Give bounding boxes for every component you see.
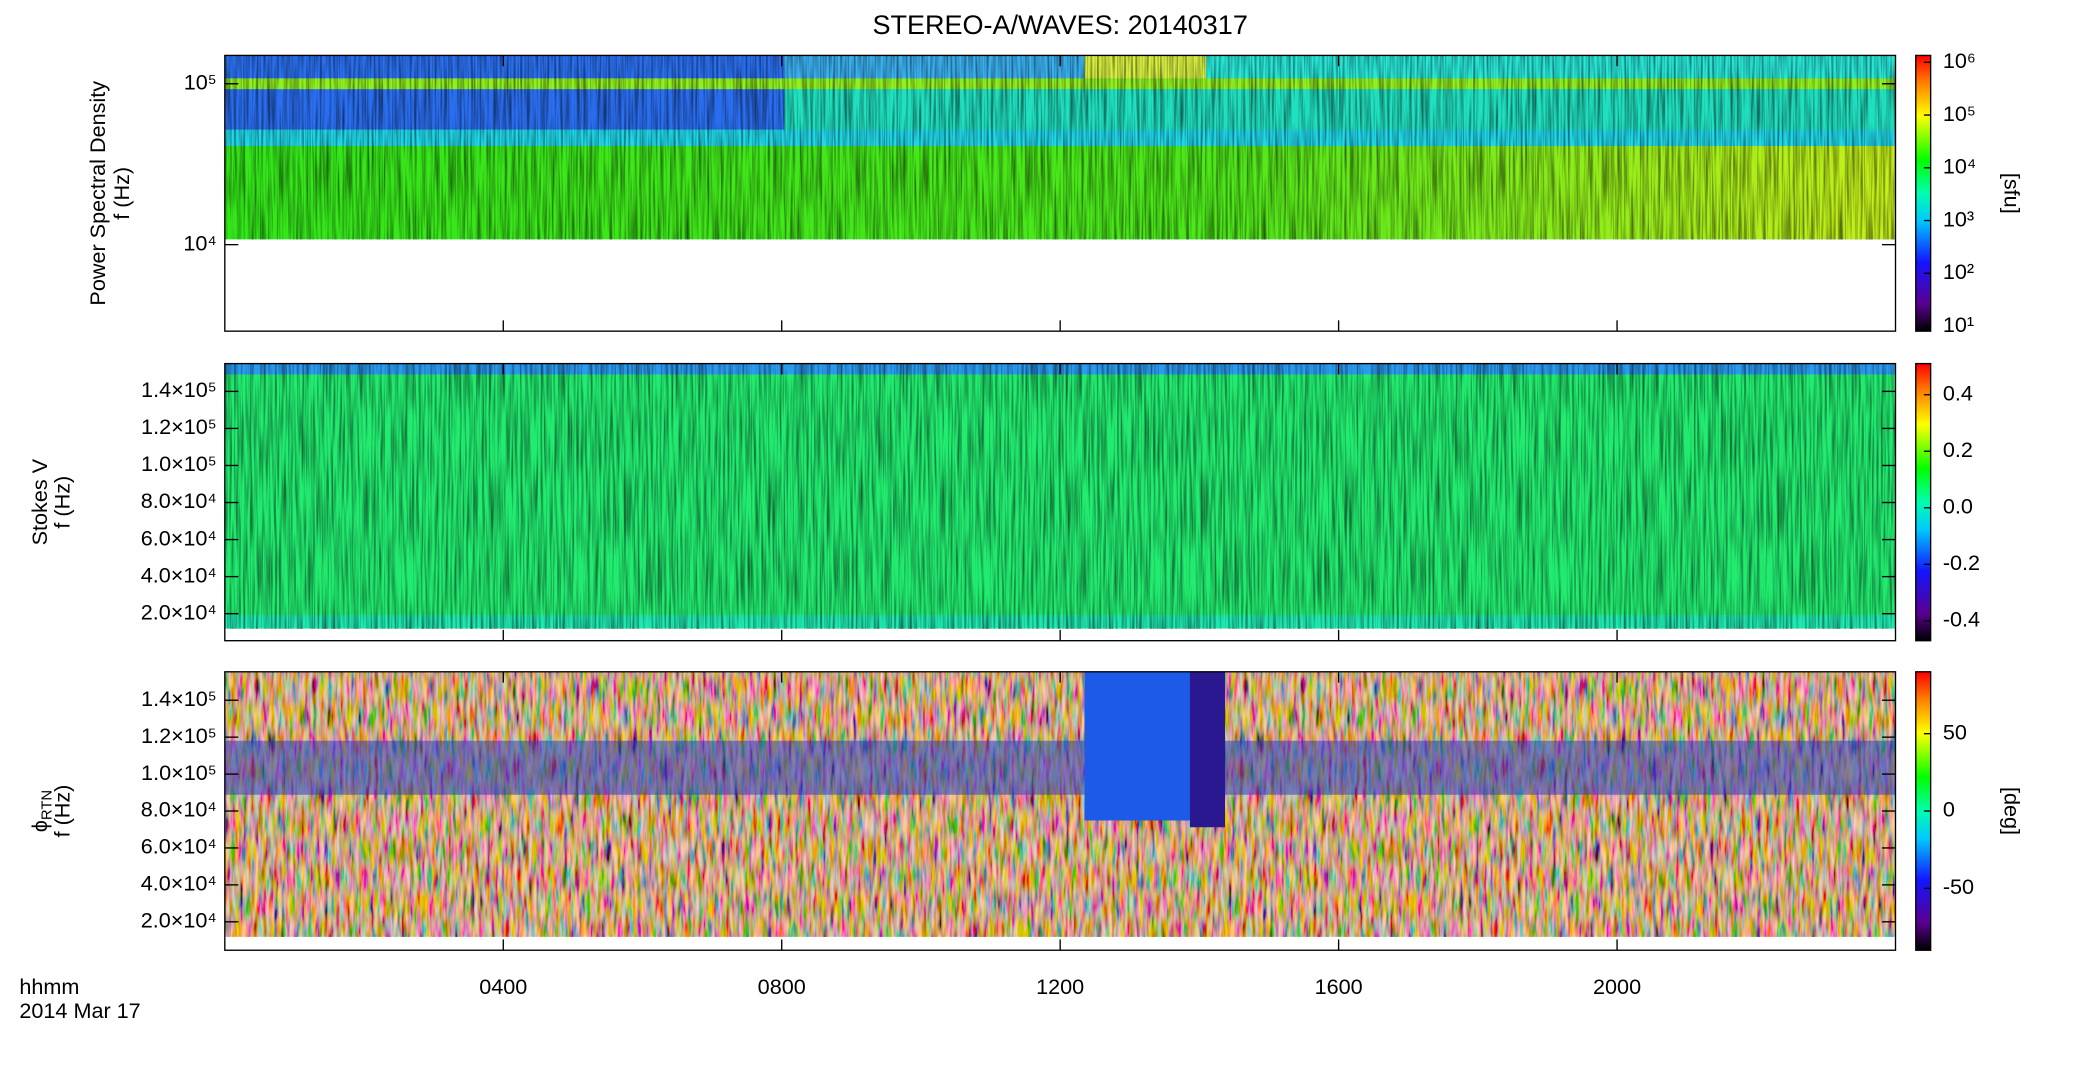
x-tick-label: 0400 (479, 974, 527, 999)
y-axis-label-unit: f (Hz) (50, 785, 75, 838)
colorbar (1915, 54, 1932, 332)
colorbar-tick-label: 10³ (1943, 206, 1974, 231)
x-axis-label: hhmm (19, 974, 79, 999)
y-axis-label: ϕRTN (27, 790, 56, 832)
stokes-image (224, 363, 1896, 629)
y-axis-label-unit: f (Hz) (109, 167, 134, 220)
y-tick-label: 2.0×10⁴ (141, 599, 217, 624)
phase-image (224, 671, 1896, 937)
colorbar-tick-label: 10² (1943, 259, 1974, 284)
colorbar-tick-label: -50 (1943, 874, 1974, 899)
colorbar-tick-label: 10¹ (1943, 312, 1974, 337)
x-tick-label: 2000 (1593, 974, 1641, 999)
y-tick-label: 10⁴ (183, 230, 216, 255)
y-tick-label: 6.0×10⁴ (141, 834, 217, 859)
colorbar-tick-label: 0.2 (1943, 437, 1973, 462)
y-axis-label-main: ϕ (27, 820, 52, 832)
colorbar-tick-label: 50 (1943, 719, 1967, 744)
x-tick-label: 0800 (758, 974, 806, 999)
y-axis-label: Power Spectral Density (85, 81, 110, 306)
colorbar-label: [deg] (2000, 787, 2025, 835)
y-axis-label-main: Stokes V (27, 458, 52, 545)
colorbar-tick-label: -0.4 (1943, 607, 1980, 632)
colorbar (1915, 362, 1932, 642)
y-tick-label: 1.0×10⁵ (141, 760, 217, 785)
y-tick-label: 4.0×10⁴ (141, 562, 217, 587)
y-tick-label: 1.0×10⁵ (141, 451, 217, 476)
y-tick-label: 2.0×10⁴ (141, 908, 217, 933)
spectrogram-image (224, 55, 1896, 240)
y-axis-label-sub: RTN (40, 790, 56, 820)
date-label: 2014 Mar 17 (19, 998, 140, 1023)
y-tick-label: 4.0×10⁴ (141, 871, 217, 896)
y-tick-label: 8.0×10⁴ (141, 797, 217, 822)
y-tick-label: 1.2×10⁵ (141, 414, 217, 439)
y-axis-label-unit: f (Hz) (50, 476, 75, 529)
colorbar-tick-label: 0.0 (1943, 494, 1973, 519)
y-tick-label: 10⁵ (184, 69, 217, 94)
colorbar-tick-label: 10⁴ (1943, 154, 1976, 179)
y-axis-label: Stokes V (27, 458, 52, 545)
y-axis-label-main: Power Spectral Density (85, 81, 110, 306)
x-tick-label: 1600 (1315, 974, 1363, 999)
y-tick-label: 6.0×10⁴ (141, 525, 217, 550)
y-tick-label: 1.4×10⁵ (141, 377, 217, 402)
y-tick-label: 8.0×10⁴ (141, 488, 217, 513)
y-tick-label: 1.2×10⁵ (141, 723, 217, 748)
colorbar-tick-label: 10⁶ (1943, 48, 1976, 73)
colorbar-tick-label: -0.2 (1943, 550, 1980, 575)
y-tick-label: 1.4×10⁵ (141, 686, 217, 711)
colorbar-tick-label: 0.4 (1943, 380, 1973, 405)
x-tick-label: 1200 (1036, 974, 1084, 999)
colorbar-tick-label: 0 (1943, 797, 1955, 822)
colorbar-tick-label: 10⁵ (1943, 101, 1976, 126)
colorbar-label: [sfu] (2000, 173, 2025, 214)
figure-title: STEREO-A/WAVES: 20140317 (872, 10, 1247, 40)
